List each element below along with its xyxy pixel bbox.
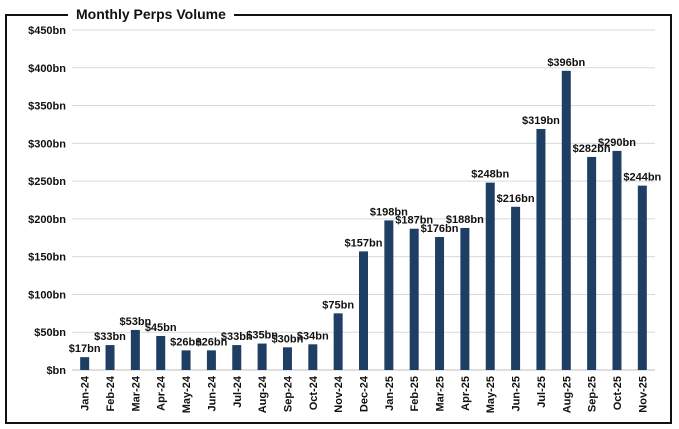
y-tick-label: $450bn xyxy=(28,25,66,37)
x-tick-label: Mar-25 xyxy=(435,376,447,411)
data-label: $34bn xyxy=(297,330,329,342)
bar xyxy=(232,345,242,370)
x-tick-label: Oct-25 xyxy=(612,376,624,410)
x-tick-label: Jul-24 xyxy=(232,375,244,408)
data-label: $282bn xyxy=(573,143,611,155)
y-tick-label: $100bn xyxy=(28,289,66,301)
x-tick-label: Sep-25 xyxy=(587,376,599,412)
x-tick-label: Sep-24 xyxy=(282,375,294,412)
x-tick-label: Apr-24 xyxy=(156,375,168,411)
bar xyxy=(308,344,318,370)
x-tick-label: Apr-25 xyxy=(460,376,472,411)
y-tick-label: $300bn xyxy=(28,138,66,150)
data-label: $216bn xyxy=(497,193,535,205)
bar xyxy=(561,70,571,371)
bar xyxy=(409,228,419,370)
bar xyxy=(257,343,267,370)
bar xyxy=(612,150,622,370)
bar xyxy=(485,182,495,370)
chart-title: Monthly Perps Volume xyxy=(68,5,234,23)
x-tick-label: Feb-25 xyxy=(409,376,421,411)
bar xyxy=(587,156,597,370)
bar xyxy=(536,128,546,370)
data-label: $248bn xyxy=(471,169,509,181)
x-tick-label: Feb-24 xyxy=(105,375,117,411)
data-label: $176bn xyxy=(421,223,459,235)
data-label: $30bn xyxy=(272,333,304,345)
data-label: $26bn xyxy=(196,336,228,348)
x-tick-label: Jan-25 xyxy=(384,376,396,411)
x-tick-label: Jan-24 xyxy=(80,375,92,411)
y-tick-label: $350bn xyxy=(28,101,66,113)
data-label: $75bn xyxy=(322,299,354,311)
data-label: $188bn xyxy=(446,214,484,226)
bar xyxy=(384,220,394,370)
data-label: $244bn xyxy=(623,172,661,184)
bar xyxy=(130,329,140,370)
bar xyxy=(333,313,343,370)
x-tick-label: Mar-24 xyxy=(130,375,142,411)
y-tick-label: $400bn xyxy=(28,63,66,75)
x-tick-label: Jun-25 xyxy=(511,376,523,411)
data-label: $198bn xyxy=(370,206,408,218)
x-tick-label: May-25 xyxy=(485,376,497,413)
bar xyxy=(181,350,191,370)
data-label: $45bn xyxy=(145,322,177,334)
bar xyxy=(637,185,647,370)
x-tick-label: Jul-25 xyxy=(536,376,548,408)
data-label: $396bn xyxy=(547,57,585,69)
y-tick-label: $bn xyxy=(46,365,66,377)
chart-frame xyxy=(5,14,672,424)
x-tick-label: Nov-24 xyxy=(333,375,345,413)
bar xyxy=(435,237,445,370)
data-label: $319bn xyxy=(522,115,560,127)
data-label: $187bn xyxy=(395,215,433,227)
data-label: $33bn xyxy=(221,331,253,343)
data-label: $33bn xyxy=(94,331,126,343)
y-tick-label: $150bn xyxy=(28,252,66,264)
bar xyxy=(282,347,292,370)
data-label: $53bn xyxy=(119,316,151,328)
y-tick-label: $250bn xyxy=(28,176,66,188)
bar xyxy=(359,251,368,370)
data-label: $17bn xyxy=(69,343,101,355)
y-tick-label: $200bn xyxy=(28,214,66,226)
x-tick-label: Nov-25 xyxy=(637,376,649,413)
bar xyxy=(511,206,521,370)
data-label: $26bn xyxy=(170,336,202,348)
x-tick-label: Dec-24 xyxy=(359,375,371,412)
x-tick-label: Aug-25 xyxy=(561,376,573,413)
bar xyxy=(80,357,90,370)
x-tick-label: Jun-24 xyxy=(206,375,218,411)
x-tick-label: Aug-24 xyxy=(257,375,269,413)
data-label: $157bn xyxy=(345,237,383,249)
bar xyxy=(460,227,470,370)
x-tick-label: Oct-24 xyxy=(308,375,320,410)
data-label: $290bn xyxy=(598,137,636,149)
bar xyxy=(156,336,166,370)
bar xyxy=(206,350,216,370)
bar xyxy=(105,345,115,370)
x-tick-label: May-24 xyxy=(181,375,193,413)
data-label: $35bn xyxy=(246,330,278,342)
y-tick-label: $50bn xyxy=(34,327,66,339)
